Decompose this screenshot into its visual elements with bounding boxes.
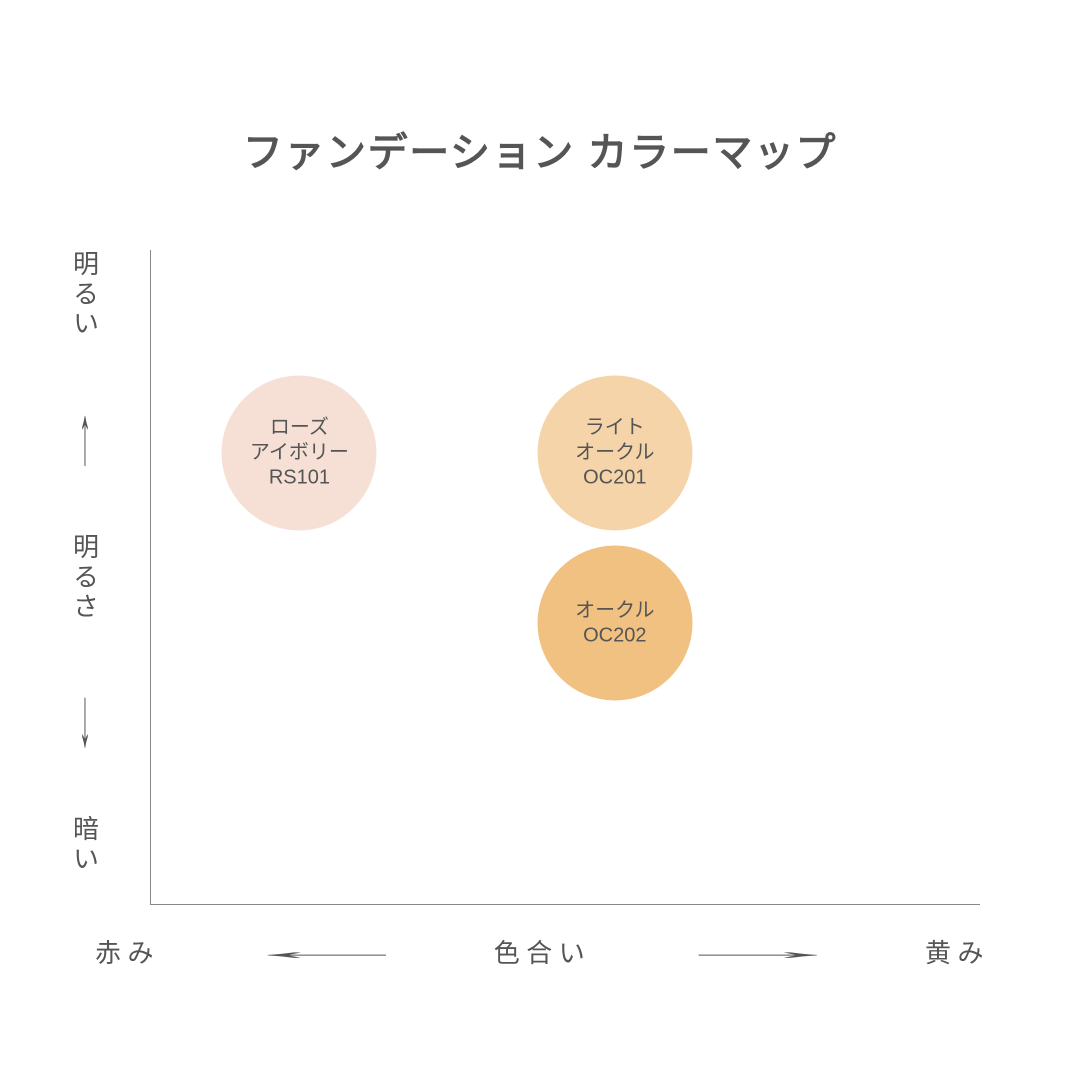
shade-swatch-rs101: ローズアイボリーRS101 [222,376,377,531]
y-axis-title: 明るさ [67,533,104,623]
shade-swatch-oc202: オークルOC202 [537,546,692,701]
swatch-label-line: ローズ [270,416,329,441]
arrow-right-icon: → [658,938,858,965]
swatch-label-line: RS101 [269,466,330,491]
swatch-label-line: ライト [585,416,645,441]
x-axis-low-label: 赤み [95,933,160,970]
x-axis-title: 色合い [494,933,592,970]
swatch-label-line: オークル [575,441,654,466]
swatch-label-line: アイボリー [250,441,349,466]
y-axis-label-column: 明るい ↑ 明るさ ↓ 暗い [55,250,115,875]
arrow-left-icon: ← [227,938,427,965]
swatch-label-line: OC201 [583,466,646,491]
plot-area: ローズアイボリーRS101ライトオークルOC201オークルOC202 [150,250,980,905]
x-axis-high-label: 黄み [925,933,990,970]
chart-title: ファンデーション カラーマップ [0,120,1080,178]
arrow-down-icon: ↓ [79,670,91,768]
color-map-figure: ファンデーション カラーマップ 明るい ↑ 明るさ ↓ 暗い ローズアイボリーR… [0,0,1080,1080]
shade-swatch-oc201: ライトオークルOC201 [537,376,692,531]
arrow-up-icon: ↑ [79,387,91,485]
x-axis-label-row: 赤み ← 色合い → 黄み [95,933,990,970]
y-axis-high-label: 明るい [67,250,104,340]
y-axis-low-label: 暗い [67,815,104,875]
swatch-label-line: OC202 [583,623,646,648]
swatch-label-line: オークル [575,598,654,623]
